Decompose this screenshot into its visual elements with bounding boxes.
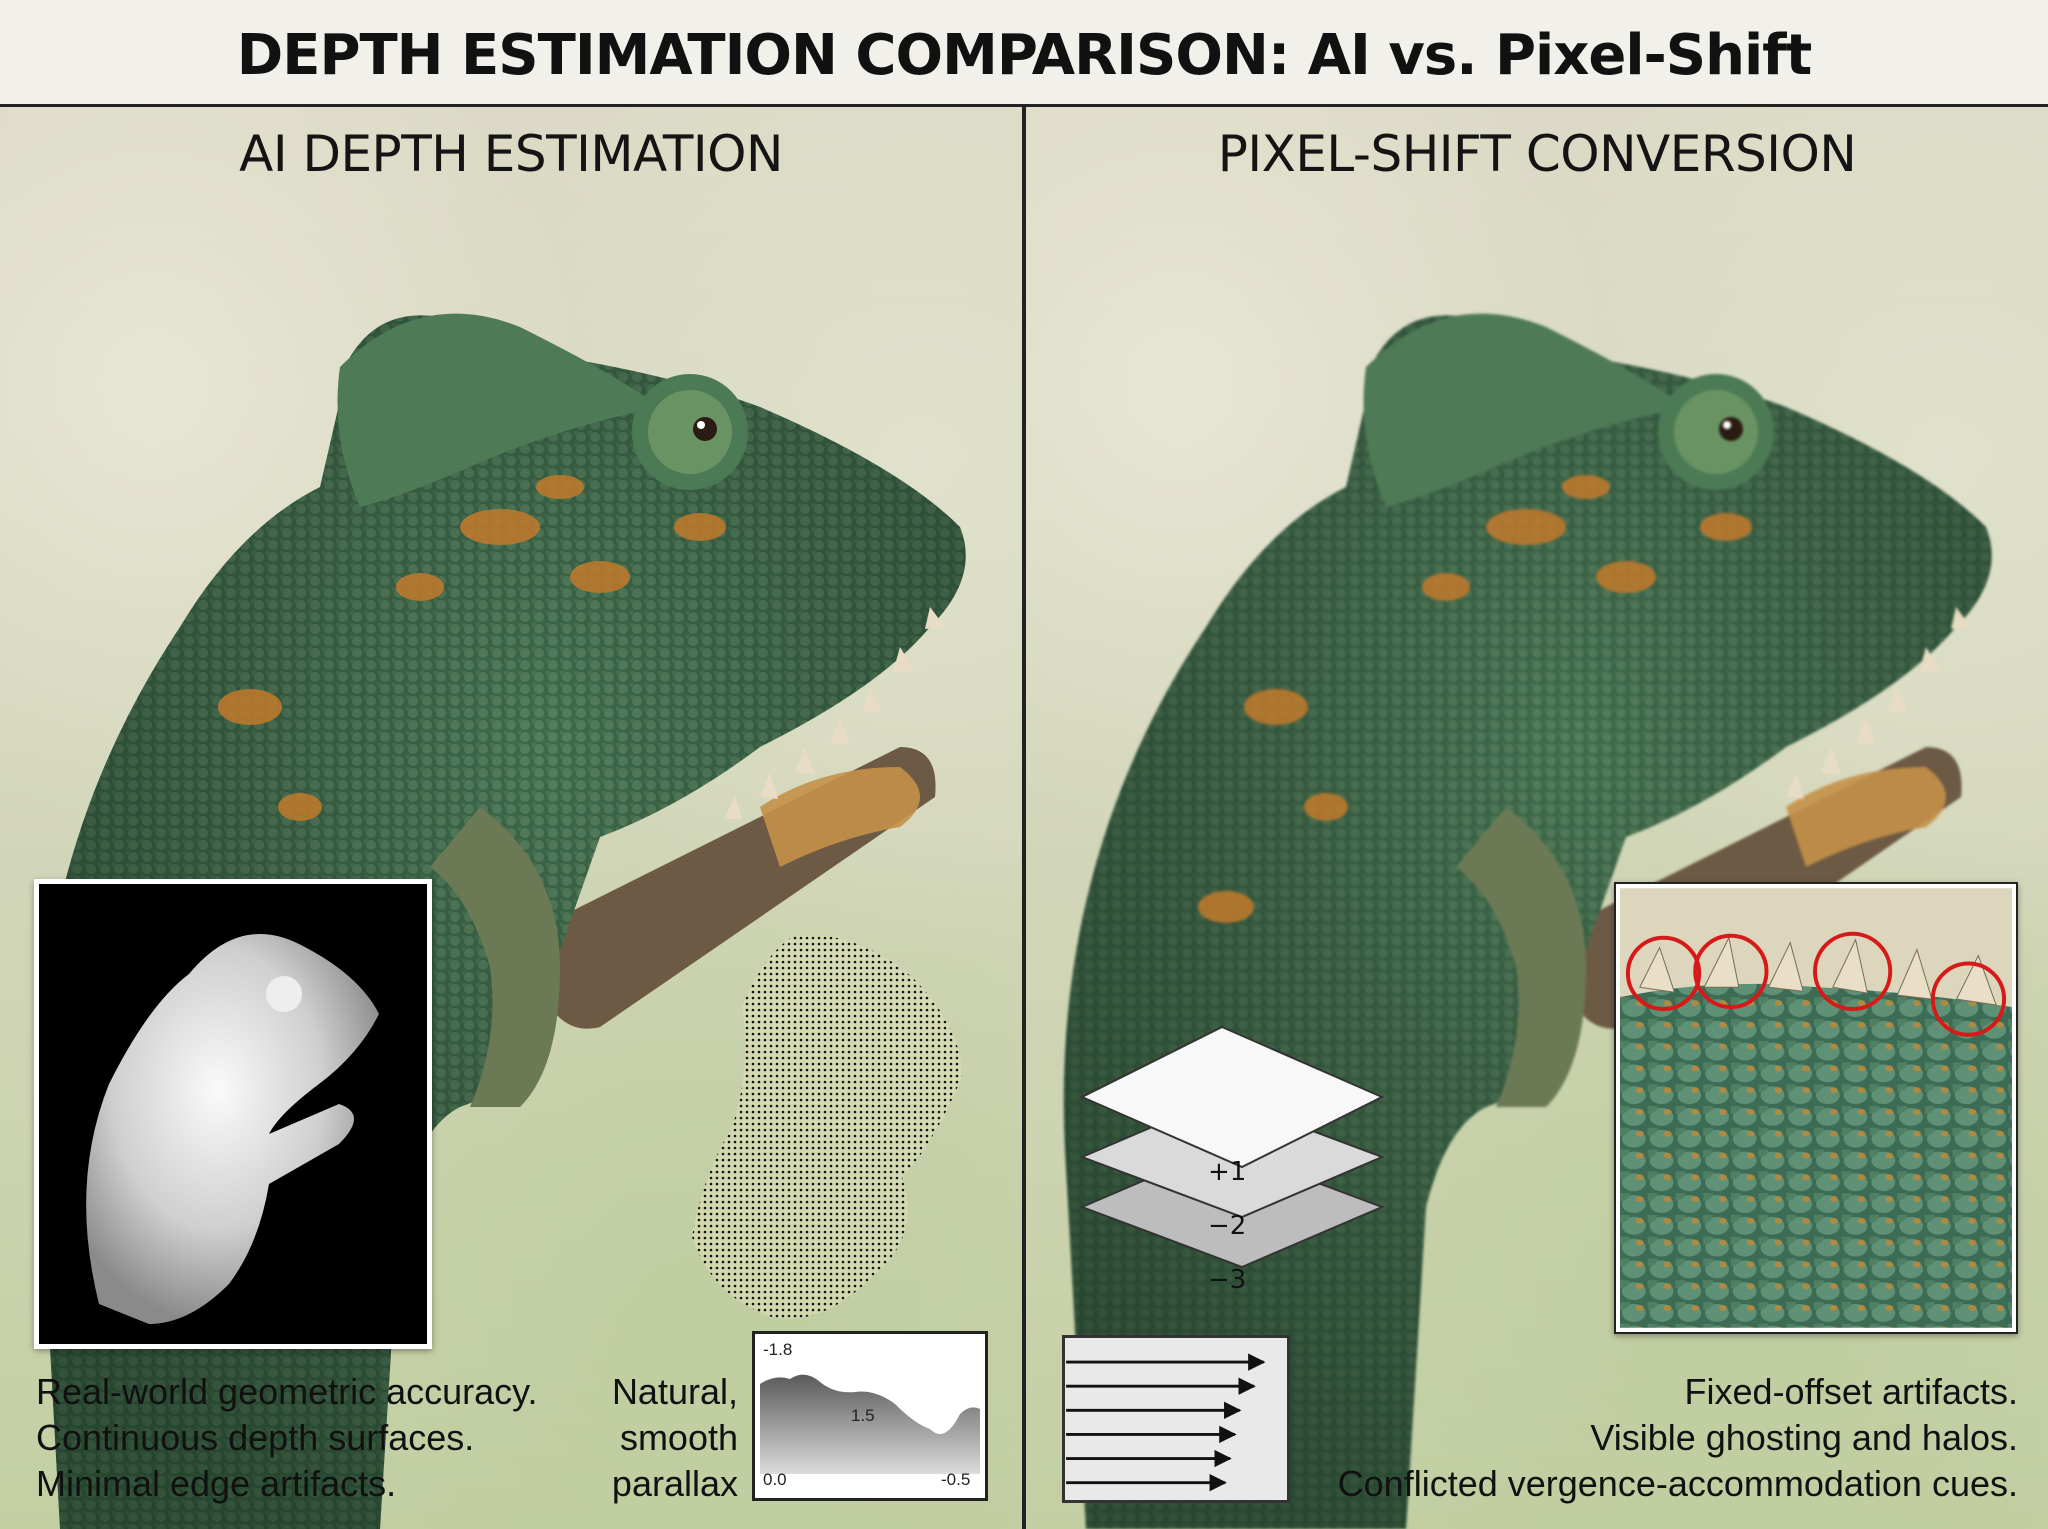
artifact-zoom-inset	[1614, 882, 2018, 1334]
graph-label-top-left: -1.8	[763, 1340, 793, 1359]
pixel-shift-caption-line: Fixed-offset artifacts.	[1684, 1371, 2018, 1412]
artifact-circle	[1693, 933, 1769, 1010]
artifact-circle	[1813, 931, 1893, 1011]
ai-depth-heading: AI DEPTH ESTIMATION	[239, 125, 783, 183]
ai-caption-line: Real-world geometric accuracy.	[36, 1371, 538, 1412]
ai-depth-panel: AI DEPTH ESTIMATION Real-world ge	[0, 107, 1022, 1529]
parallax-caption-line: Natural,	[611, 1371, 738, 1412]
fixed-offset-arrows	[1062, 1335, 1290, 1503]
artifact-circle	[1625, 935, 1702, 1011]
layer-label: −3	[1208, 1265, 1247, 1295]
pixel-shift-heading: PIXEL-SHIFT CONVERSION	[1217, 125, 1857, 183]
title-bar: DEPTH ESTIMATION COMPARISON: AI vs. Pixe…	[0, 0, 2048, 107]
pixel-shift-panel: PIXEL-SHIFT CONVERSION +1 −2 −3	[1026, 107, 2048, 1529]
parallax-caption-line: parallax	[611, 1463, 738, 1504]
depth-map-image	[39, 884, 427, 1344]
layer-label: −2	[1208, 1211, 1247, 1241]
graph-label-middle: 1.5	[851, 1406, 875, 1425]
artifact-circle	[1930, 961, 2007, 1037]
ai-caption-line: Minimal edge artifacts.	[36, 1463, 397, 1504]
layer-label: +1	[1208, 1157, 1247, 1187]
depth-layers-graphic	[1079, 1025, 1385, 1269]
parallax-surface	[760, 1374, 980, 1474]
depth-map-inset	[34, 879, 432, 1349]
pixel-shift-caption-line: Conflicted vergence-accommodation cues.	[1337, 1463, 2018, 1504]
main-title: DEPTH ESTIMATION COMPARISON: AI vs. Pixe…	[236, 22, 1813, 88]
parallax-caption: Natural, smooth parallax	[598, 1369, 738, 1507]
parallax-surface-graph: -1.8 1.5 0.0 -0.5	[752, 1331, 988, 1501]
artifact-zoom-image	[1620, 888, 2012, 1328]
ai-caption: Real-world geometric accuracy. Continuou…	[36, 1369, 538, 1507]
graph-label-bottom-left: 0.0	[763, 1470, 787, 1489]
pixel-shift-caption-line: Visible ghosting and halos.	[1590, 1417, 2018, 1458]
layer-plus-1	[1079, 1025, 1385, 1169]
parallax-caption-line: smooth	[619, 1417, 738, 1458]
graph-label-bottom-right: -0.5	[941, 1470, 971, 1489]
panel-divider	[1022, 104, 1026, 1529]
point-cloud-graphic	[692, 935, 962, 1319]
ai-caption-line: Continuous depth surfaces.	[36, 1417, 475, 1458]
pixel-shift-caption: Fixed-offset artifacts. Visible ghosting…	[1338, 1369, 2018, 1507]
